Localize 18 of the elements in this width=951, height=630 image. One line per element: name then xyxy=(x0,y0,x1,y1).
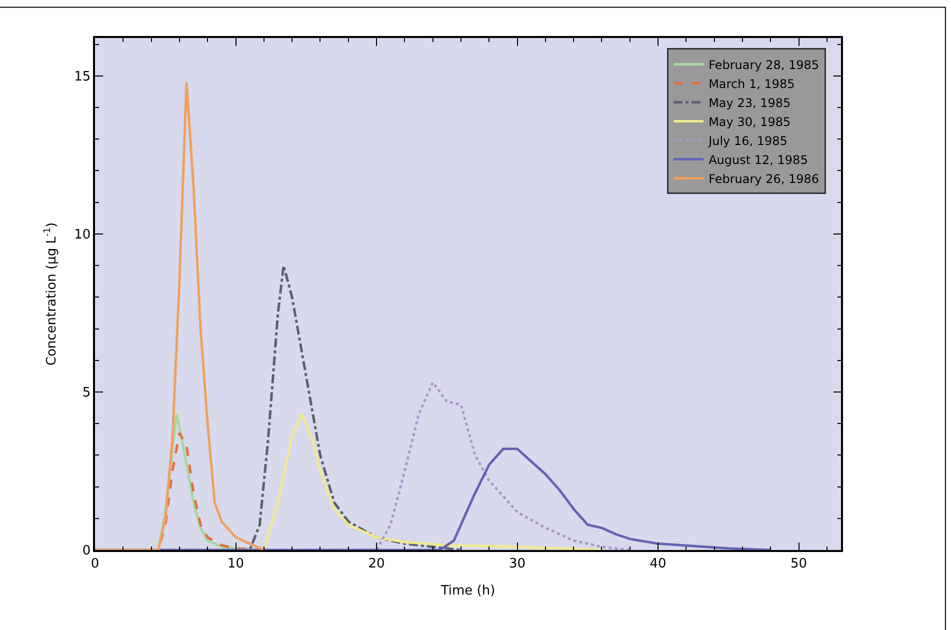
x-tick-label: 30 xyxy=(508,556,526,572)
y-tick-label: 15 xyxy=(74,69,91,84)
x-tick-label: 40 xyxy=(650,556,666,572)
y-tick-label: 0 xyxy=(82,544,91,559)
y-tick-label: 5 xyxy=(82,386,91,401)
legend-label: March 1, 1985 xyxy=(708,76,795,91)
legend-label: February 28, 1985 xyxy=(708,58,820,72)
line-series xyxy=(95,81,266,550)
legend-label: August 12, 1985 xyxy=(708,152,808,167)
legend-label: July 16, 1985 xyxy=(708,134,788,148)
x-tick-label: 50 xyxy=(790,556,808,572)
y-tick-label: 10 xyxy=(74,228,91,242)
x-tick-label: 20 xyxy=(368,556,385,572)
x-axis-title: Time (h) xyxy=(440,583,496,598)
legend-label: February 26, 1986 xyxy=(708,172,820,186)
x-tick-label: 10 xyxy=(227,556,244,572)
legend-label: May 23, 1985 xyxy=(708,96,791,110)
legend-label: May 30, 1985 xyxy=(708,114,791,129)
